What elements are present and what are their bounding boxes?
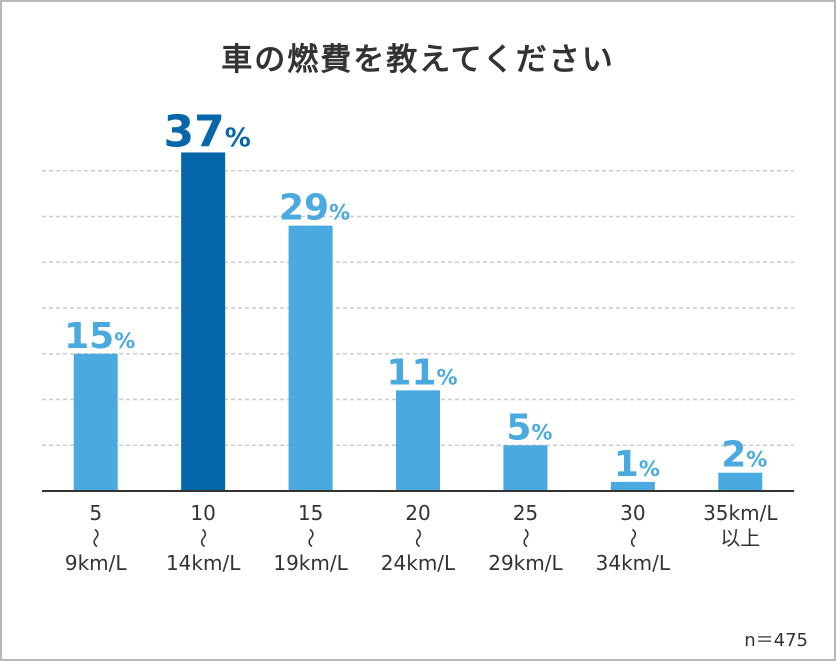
tick-label: 〜 [406,528,430,548]
tick-label: 14km/L [166,551,241,575]
bar [610,481,655,491]
data-label: 11% [386,352,457,393]
bar [503,445,548,491]
bar [396,390,440,491]
tick-label: 20 [405,501,430,525]
data-label: 29% [279,188,350,229]
tick-label: 〜 [191,528,215,548]
tick-label: 35km/L [703,501,778,525]
bar [718,472,763,491]
tick-label: 〜 [621,528,645,548]
chart-title: 車の燃費を教えてください [221,42,615,78]
data-label: 15% [64,316,135,357]
tick-label: 19km/L [273,551,348,575]
tick-label: 25 [513,501,538,525]
tick-label: 5 [89,501,102,525]
data-label: 5% [506,407,552,448]
tick-label: 〜 [513,528,537,548]
data-label: 2% [721,435,767,476]
bar [181,152,226,491]
tick-label: 24km/L [381,551,456,575]
data-label: 1% [614,444,660,485]
bar [73,353,118,491]
tick-label: 10 [190,501,215,525]
tick-label: 15 [298,501,323,525]
tick-label: 〜 [299,528,323,548]
data-label: 37% [163,106,250,157]
tick-label: 以上 [720,526,760,550]
tick-label: 〜 [84,528,108,548]
tick-label: 30 [620,501,645,525]
tick-label: 29km/L [488,551,563,575]
sample-size-note: n＝475 [744,630,808,651]
tick-label: 9km/L [65,551,128,575]
bar [288,225,333,491]
tick-label: 34km/L [596,551,671,575]
